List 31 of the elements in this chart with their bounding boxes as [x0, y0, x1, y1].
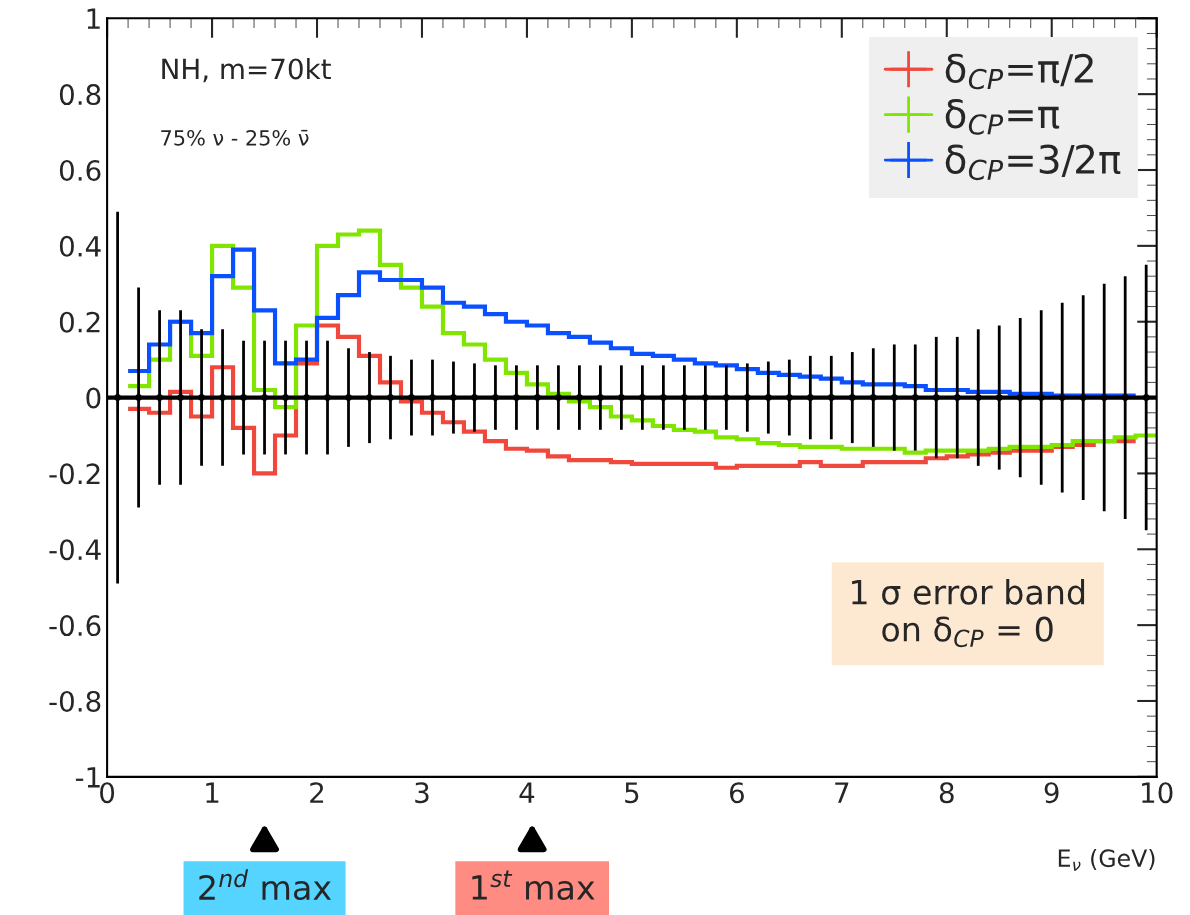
x-tick-label: 1: [206, 782, 219, 803]
x-tick-label: 3: [415, 782, 429, 804]
y-tick-label: 0.6: [59, 159, 101, 181]
x-tick-label: 8: [939, 782, 954, 804]
y-tick-label: 0: [86, 387, 101, 409]
y-tick-label: -0.8: [49, 690, 101, 712]
annotation: 75% ν - 25% ν̄: [161, 129, 309, 146]
text: 2$^{nd}$ max: [199, 869, 332, 901]
x-tick-label: 0: [100, 782, 115, 804]
annotation: NH, m=70kt: [162, 57, 331, 83]
x-axis-title: E$_{ν}$ (GeV): [1058, 848, 1155, 871]
text: 1$^{st}$ max: [472, 870, 595, 901]
legend-label: δ$_{CP}$=π/2: [945, 53, 1093, 90]
legend-label: δ$_{CP}$=3/2π: [945, 144, 1121, 181]
y-tick-label: -0.2: [49, 463, 100, 485]
y-tick-label: 0.4: [59, 235, 101, 257]
x-tick-label: 10: [1142, 782, 1173, 804]
x-tick-label: 5: [625, 782, 639, 804]
y-tick-label: 0.8: [59, 84, 101, 106]
x-tick-label: 2: [310, 782, 324, 803]
y-tick-label: 1: [87, 8, 100, 29]
y-tick-label: -0.4: [49, 539, 101, 561]
y-tick-label: -0.6: [49, 615, 101, 637]
y-tick-label: -1: [75, 767, 100, 788]
y-tick-label: 0.2: [59, 311, 100, 333]
annotation: 1 σ error band on δ$_{CP}$ = 0: [852, 578, 1085, 648]
x-tick-label: 9: [1044, 782, 1059, 804]
x-tick-label: 6: [729, 782, 744, 804]
x-tick-label: 7: [835, 782, 849, 803]
x-tick-label: 4: [519, 782, 535, 803]
legend-label: δ$_{CP}$=π: [945, 99, 1060, 135]
